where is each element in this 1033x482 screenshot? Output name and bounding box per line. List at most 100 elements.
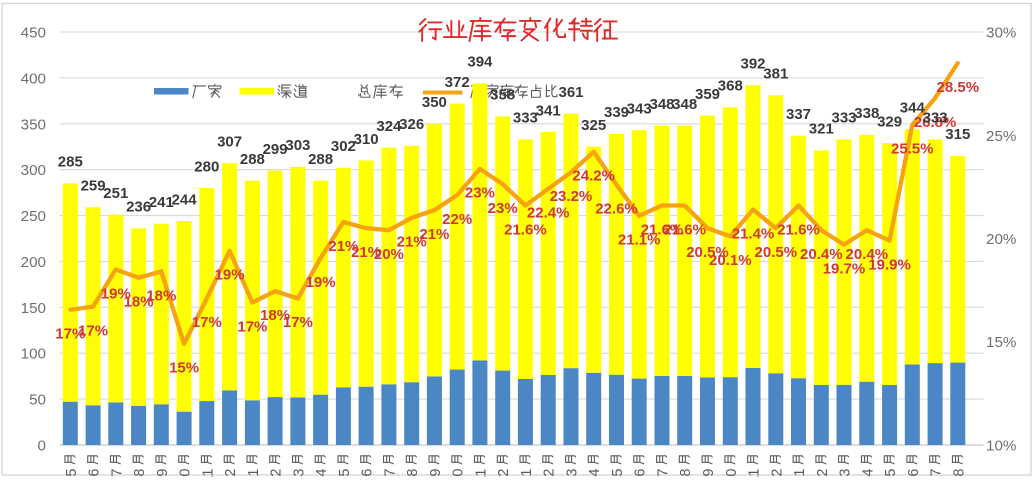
svg-text:23%: 23%	[488, 200, 518, 217]
svg-text:6: 6	[87, 469, 103, 477]
svg-text:21.1%: 21.1%	[618, 232, 661, 249]
svg-text:15%: 15%	[986, 334, 1016, 351]
svg-text:21%: 21%	[397, 234, 427, 251]
svg-text:20.4%: 20.4%	[800, 246, 843, 263]
svg-text:341: 341	[536, 102, 561, 119]
svg-text:150: 150	[21, 300, 46, 317]
svg-text:11: 11	[473, 469, 489, 477]
svg-text:368: 368	[718, 78, 743, 95]
svg-text:19%: 19%	[215, 267, 245, 284]
svg-text:21%: 21%	[419, 226, 449, 243]
svg-text:350: 350	[422, 94, 447, 111]
svg-text:400: 400	[21, 70, 46, 87]
svg-text:5: 5	[610, 469, 626, 477]
svg-text:333: 333	[831, 110, 856, 127]
svg-text:1: 1	[246, 469, 262, 477]
svg-text:8: 8	[951, 469, 967, 477]
svg-text:7: 7	[109, 469, 125, 477]
svg-text:5: 5	[64, 469, 80, 477]
svg-text:17%: 17%	[55, 326, 85, 343]
svg-text:1: 1	[792, 469, 808, 477]
svg-text:9: 9	[428, 469, 444, 477]
svg-text:324: 324	[376, 118, 402, 135]
svg-text:12: 12	[496, 469, 512, 477]
svg-text:244: 244	[172, 191, 198, 208]
svg-text:7: 7	[382, 469, 398, 477]
svg-text:6: 6	[360, 469, 376, 477]
svg-text:50: 50	[29, 392, 46, 409]
svg-text:21.6%: 21.6%	[777, 221, 820, 238]
svg-text:337: 337	[786, 106, 811, 123]
svg-text:1: 1	[519, 469, 535, 477]
svg-text:19.7%: 19.7%	[823, 261, 866, 278]
svg-text:21.6%: 21.6%	[641, 221, 684, 238]
svg-text:4: 4	[860, 469, 876, 477]
svg-text:2: 2	[542, 469, 558, 477]
svg-text:450: 450	[21, 25, 46, 42]
svg-text:10%: 10%	[986, 438, 1016, 455]
svg-text:4: 4	[587, 469, 603, 477]
svg-text:361: 361	[558, 84, 583, 101]
svg-text:280: 280	[194, 158, 219, 175]
svg-text:21%: 21%	[328, 238, 358, 255]
svg-text:19%: 19%	[101, 285, 131, 302]
svg-text:310: 310	[354, 131, 379, 148]
svg-text:250: 250	[21, 208, 46, 225]
svg-text:333: 333	[513, 110, 538, 127]
svg-text:22.6%: 22.6%	[595, 201, 638, 218]
svg-text:358: 358	[490, 87, 515, 104]
svg-text:259: 259	[81, 178, 106, 195]
svg-text:21.6%: 21.6%	[663, 221, 706, 238]
svg-text:3: 3	[838, 469, 854, 477]
svg-text:17%: 17%	[237, 318, 267, 335]
svg-text:25%: 25%	[986, 128, 1016, 145]
svg-text:23.2%: 23.2%	[550, 188, 593, 205]
svg-text:10: 10	[178, 469, 194, 477]
svg-text:22%: 22%	[442, 211, 472, 228]
svg-text:200: 200	[21, 254, 46, 271]
svg-text:10: 10	[451, 469, 467, 477]
svg-text:5: 5	[337, 469, 353, 477]
svg-text:12: 12	[223, 469, 239, 477]
svg-text:7: 7	[656, 469, 672, 477]
svg-text:21.6%: 21.6%	[504, 221, 547, 238]
svg-text:333: 333	[923, 110, 948, 127]
svg-text:6: 6	[906, 469, 922, 477]
svg-text:350: 350	[21, 116, 46, 133]
svg-text:20.1%: 20.1%	[709, 252, 752, 269]
svg-text:339: 339	[604, 104, 629, 121]
svg-text:30%: 30%	[986, 25, 1016, 42]
svg-text:100: 100	[21, 346, 46, 363]
svg-text:343: 343	[627, 101, 652, 118]
svg-text:299: 299	[263, 141, 288, 158]
svg-text:23%: 23%	[465, 185, 495, 202]
svg-text:24.2%: 24.2%	[572, 168, 615, 185]
svg-text:9: 9	[155, 469, 171, 477]
svg-text:17%: 17%	[192, 314, 222, 331]
svg-text:5: 5	[883, 469, 899, 477]
svg-text:288: 288	[240, 151, 265, 168]
svg-text:8: 8	[405, 469, 421, 477]
svg-text:20%: 20%	[374, 246, 404, 263]
svg-text:21%: 21%	[351, 244, 381, 261]
svg-text:392: 392	[740, 56, 765, 73]
svg-text:325: 325	[581, 117, 606, 134]
svg-text:15%: 15%	[169, 360, 199, 377]
svg-text:28.5%: 28.5%	[937, 79, 980, 96]
svg-text:11: 11	[747, 469, 763, 477]
svg-text:321: 321	[809, 121, 834, 138]
svg-text:10: 10	[724, 469, 740, 477]
svg-text:20%: 20%	[986, 231, 1016, 248]
svg-text:372: 372	[445, 74, 470, 91]
svg-text:25.5%: 25.5%	[891, 141, 934, 158]
svg-text:8: 8	[132, 469, 148, 477]
svg-text:348: 348	[672, 96, 697, 113]
svg-text:26.8%: 26.8%	[914, 114, 957, 131]
svg-text:11: 11	[200, 469, 216, 477]
svg-text:18%: 18%	[124, 294, 154, 311]
svg-text:19.9%: 19.9%	[868, 256, 911, 273]
svg-text:20.5%: 20.5%	[755, 244, 798, 261]
svg-text:241: 241	[149, 194, 174, 211]
svg-text:300: 300	[21, 162, 46, 179]
svg-text:251: 251	[103, 185, 128, 202]
